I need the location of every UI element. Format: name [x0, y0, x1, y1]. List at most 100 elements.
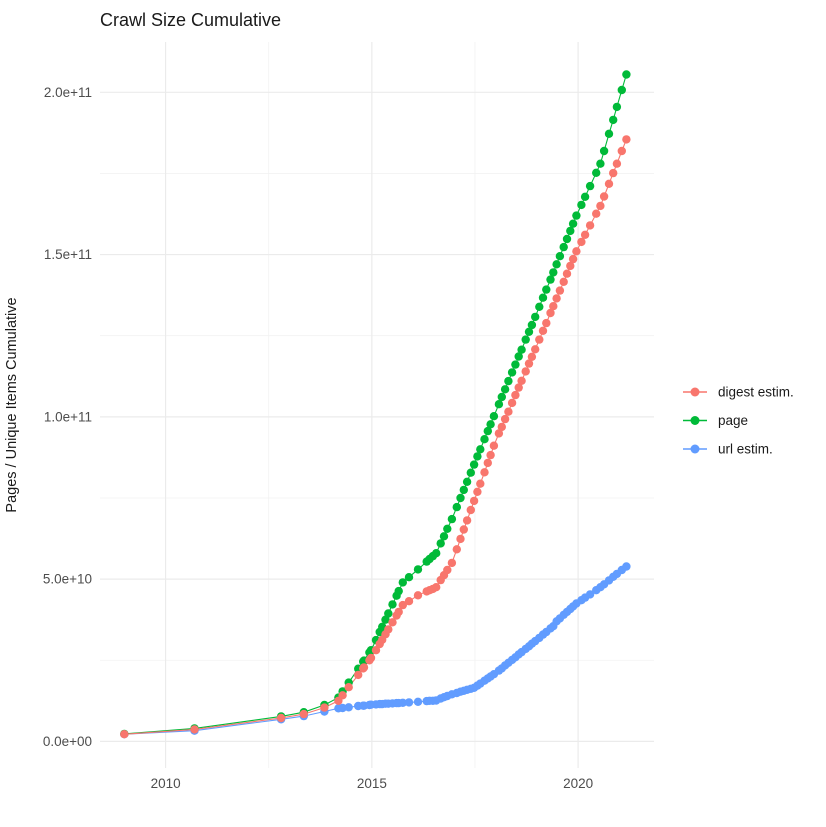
- x-tick-label: 2010: [151, 776, 181, 791]
- data-point: [276, 713, 286, 723]
- data-point: [404, 698, 414, 707]
- data-point: [456, 534, 465, 544]
- data-point: [190, 725, 199, 734]
- data-point: [466, 468, 475, 477]
- data-point: [546, 308, 555, 318]
- data-point: [562, 234, 572, 244]
- data-point: [443, 524, 452, 533]
- data-point: [572, 211, 581, 220]
- data-point: [511, 390, 520, 400]
- points-page: [120, 70, 631, 739]
- data-point: [462, 477, 472, 486]
- data-point: [452, 502, 461, 512]
- data-point: [504, 407, 513, 416]
- data-point: [622, 70, 631, 79]
- data-point: [585, 590, 595, 599]
- data-point: [436, 539, 445, 548]
- data-point: [511, 360, 520, 369]
- y-axis-tick-labels: 0.0e+00 5.0e+10 1.0e+11 1.5e+11 2.0e+11: [43, 85, 92, 749]
- legend-label: page: [718, 413, 748, 428]
- data-point: [494, 429, 504, 438]
- data-point: [483, 426, 492, 436]
- x-tick-label: 2015: [357, 776, 387, 791]
- data-point: [542, 285, 551, 294]
- data-point: [483, 458, 492, 468]
- data-point: [354, 670, 363, 680]
- data-point: [388, 618, 397, 627]
- data-point: [580, 230, 590, 239]
- data-point: [462, 516, 472, 525]
- data-point: [494, 400, 504, 409]
- data-point: [580, 192, 590, 201]
- data-point: [507, 368, 517, 377]
- data-point: [566, 261, 575, 271]
- data-point: [549, 302, 558, 311]
- data-point: [609, 168, 618, 178]
- data-point: [371, 646, 381, 655]
- legend: digest estim. page url estim.: [683, 385, 794, 457]
- data-point: [521, 367, 530, 376]
- data-point: [489, 441, 499, 450]
- data-point: [568, 254, 578, 264]
- data-point: [521, 335, 530, 344]
- data-point: [338, 703, 347, 713]
- data-point: [585, 181, 595, 191]
- data-point: [338, 691, 347, 700]
- data-point: [398, 578, 407, 587]
- data-point: [480, 435, 489, 444]
- data-point: [507, 398, 517, 408]
- data-point: [404, 573, 414, 582]
- legend-key-point: [690, 444, 700, 454]
- data-point: [366, 653, 376, 663]
- data-point: [447, 514, 457, 524]
- data-point: [527, 320, 537, 330]
- data-point: [456, 493, 465, 503]
- data-point: [599, 146, 609, 156]
- legend-label: url estim.: [718, 442, 773, 457]
- data-point: [555, 286, 565, 295]
- data-point: [535, 335, 544, 344]
- data-point: [344, 703, 353, 712]
- data-point: [500, 385, 510, 394]
- data-point: [596, 159, 605, 168]
- data-point: [388, 600, 397, 609]
- data-point: [452, 545, 461, 554]
- chart-title: Crawl Size Cumulative: [100, 10, 281, 30]
- data-point: [413, 565, 423, 574]
- data-point: [384, 609, 393, 618]
- legend-item-digest-estim-: digest estim.: [683, 385, 794, 400]
- y-tick-label: 5.0e+10: [43, 572, 92, 587]
- data-point: [476, 445, 485, 454]
- data-point: [359, 663, 369, 672]
- data-point: [443, 565, 452, 575]
- data-point: [531, 345, 540, 354]
- data-point: [476, 479, 485, 488]
- data-point: [577, 237, 586, 247]
- data-point: [299, 709, 308, 719]
- y-axis-title: Pages / Unique Items Cumulative: [4, 297, 20, 512]
- data-point: [398, 698, 407, 707]
- data-point: [469, 460, 479, 469]
- x-tick-label: 2020: [563, 776, 593, 791]
- y-tick-label: 2.0e+11: [44, 85, 92, 100]
- data-point: [500, 414, 510, 424]
- data-point: [622, 562, 631, 571]
- gridlines-minor: [100, 42, 654, 768]
- data-point: [555, 252, 565, 261]
- data-point: [604, 179, 614, 188]
- data-point: [413, 591, 423, 600]
- data-point: [394, 586, 403, 596]
- data-point: [466, 505, 475, 515]
- data-point: [432, 583, 441, 592]
- data-point: [535, 302, 544, 311]
- data-point: [413, 697, 423, 706]
- data-point: [604, 129, 614, 138]
- y-tick-label: 0.0e+00: [43, 734, 92, 749]
- data-point: [568, 219, 578, 228]
- data-point: [517, 376, 526, 385]
- data-point: [344, 683, 353, 692]
- data-point: [609, 115, 618, 125]
- points-digest-estim-: [120, 135, 631, 739]
